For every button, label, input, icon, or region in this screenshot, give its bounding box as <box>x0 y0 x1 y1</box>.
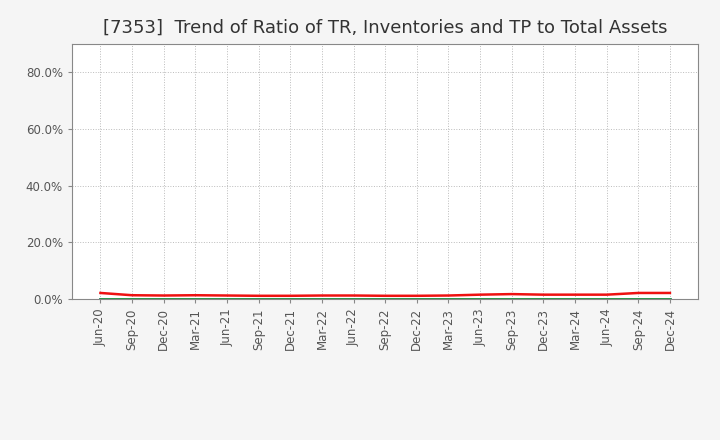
Trade Receivables <box>318 293 326 298</box>
Trade Receivables <box>286 293 294 298</box>
Inventories <box>571 296 580 301</box>
Inventories <box>349 296 358 301</box>
Trade Payables <box>96 296 105 301</box>
Trade Receivables <box>349 293 358 298</box>
Trade Receivables <box>127 293 136 298</box>
Trade Receivables <box>444 293 453 298</box>
Trade Receivables <box>571 292 580 297</box>
Trade Payables <box>381 296 390 301</box>
Trade Receivables <box>159 293 168 298</box>
Trade Payables <box>539 296 548 301</box>
Inventories <box>476 296 485 301</box>
Trade Receivables <box>381 293 390 298</box>
Inventories <box>665 296 674 301</box>
Trade Payables <box>318 296 326 301</box>
Inventories <box>222 296 231 301</box>
Inventories <box>444 296 453 301</box>
Inventories <box>603 296 611 301</box>
Inventories <box>127 296 136 301</box>
Inventories <box>318 296 326 301</box>
Trade Payables <box>159 296 168 301</box>
Trade Receivables <box>665 290 674 296</box>
Trade Receivables <box>413 293 421 298</box>
Trade Payables <box>254 296 263 301</box>
Line: Trade Receivables: Trade Receivables <box>101 293 670 296</box>
Trade Payables <box>127 296 136 301</box>
Inventories <box>539 296 548 301</box>
Trade Payables <box>508 296 516 301</box>
Trade Receivables <box>539 292 548 297</box>
Inventories <box>191 296 199 301</box>
Trade Receivables <box>254 293 263 298</box>
Legend: Trade Receivables, Inventories, Trade Payables: Trade Receivables, Inventories, Trade Pa… <box>137 439 634 440</box>
Trade Receivables <box>191 293 199 298</box>
Inventories <box>381 296 390 301</box>
Title: [7353]  Trend of Ratio of TR, Inventories and TP to Total Assets: [7353] Trend of Ratio of TR, Inventories… <box>103 19 667 37</box>
Inventories <box>508 296 516 301</box>
Trade Receivables <box>634 290 643 296</box>
Trade Receivables <box>96 290 105 296</box>
Trade Payables <box>286 296 294 301</box>
Trade Payables <box>349 296 358 301</box>
Trade Receivables <box>222 293 231 298</box>
Trade Payables <box>603 296 611 301</box>
Inventories <box>96 296 105 301</box>
Inventories <box>413 296 421 301</box>
Trade Receivables <box>476 292 485 297</box>
Trade Payables <box>413 296 421 301</box>
Trade Payables <box>191 296 199 301</box>
Trade Receivables <box>508 291 516 297</box>
Trade Receivables <box>603 292 611 297</box>
Inventories <box>159 296 168 301</box>
Trade Payables <box>476 296 485 301</box>
Inventories <box>254 296 263 301</box>
Inventories <box>634 296 643 301</box>
Inventories <box>286 296 294 301</box>
Trade Payables <box>222 296 231 301</box>
Trade Payables <box>444 296 453 301</box>
Trade Payables <box>665 296 674 301</box>
Trade Payables <box>634 296 643 301</box>
Trade Payables <box>571 296 580 301</box>
